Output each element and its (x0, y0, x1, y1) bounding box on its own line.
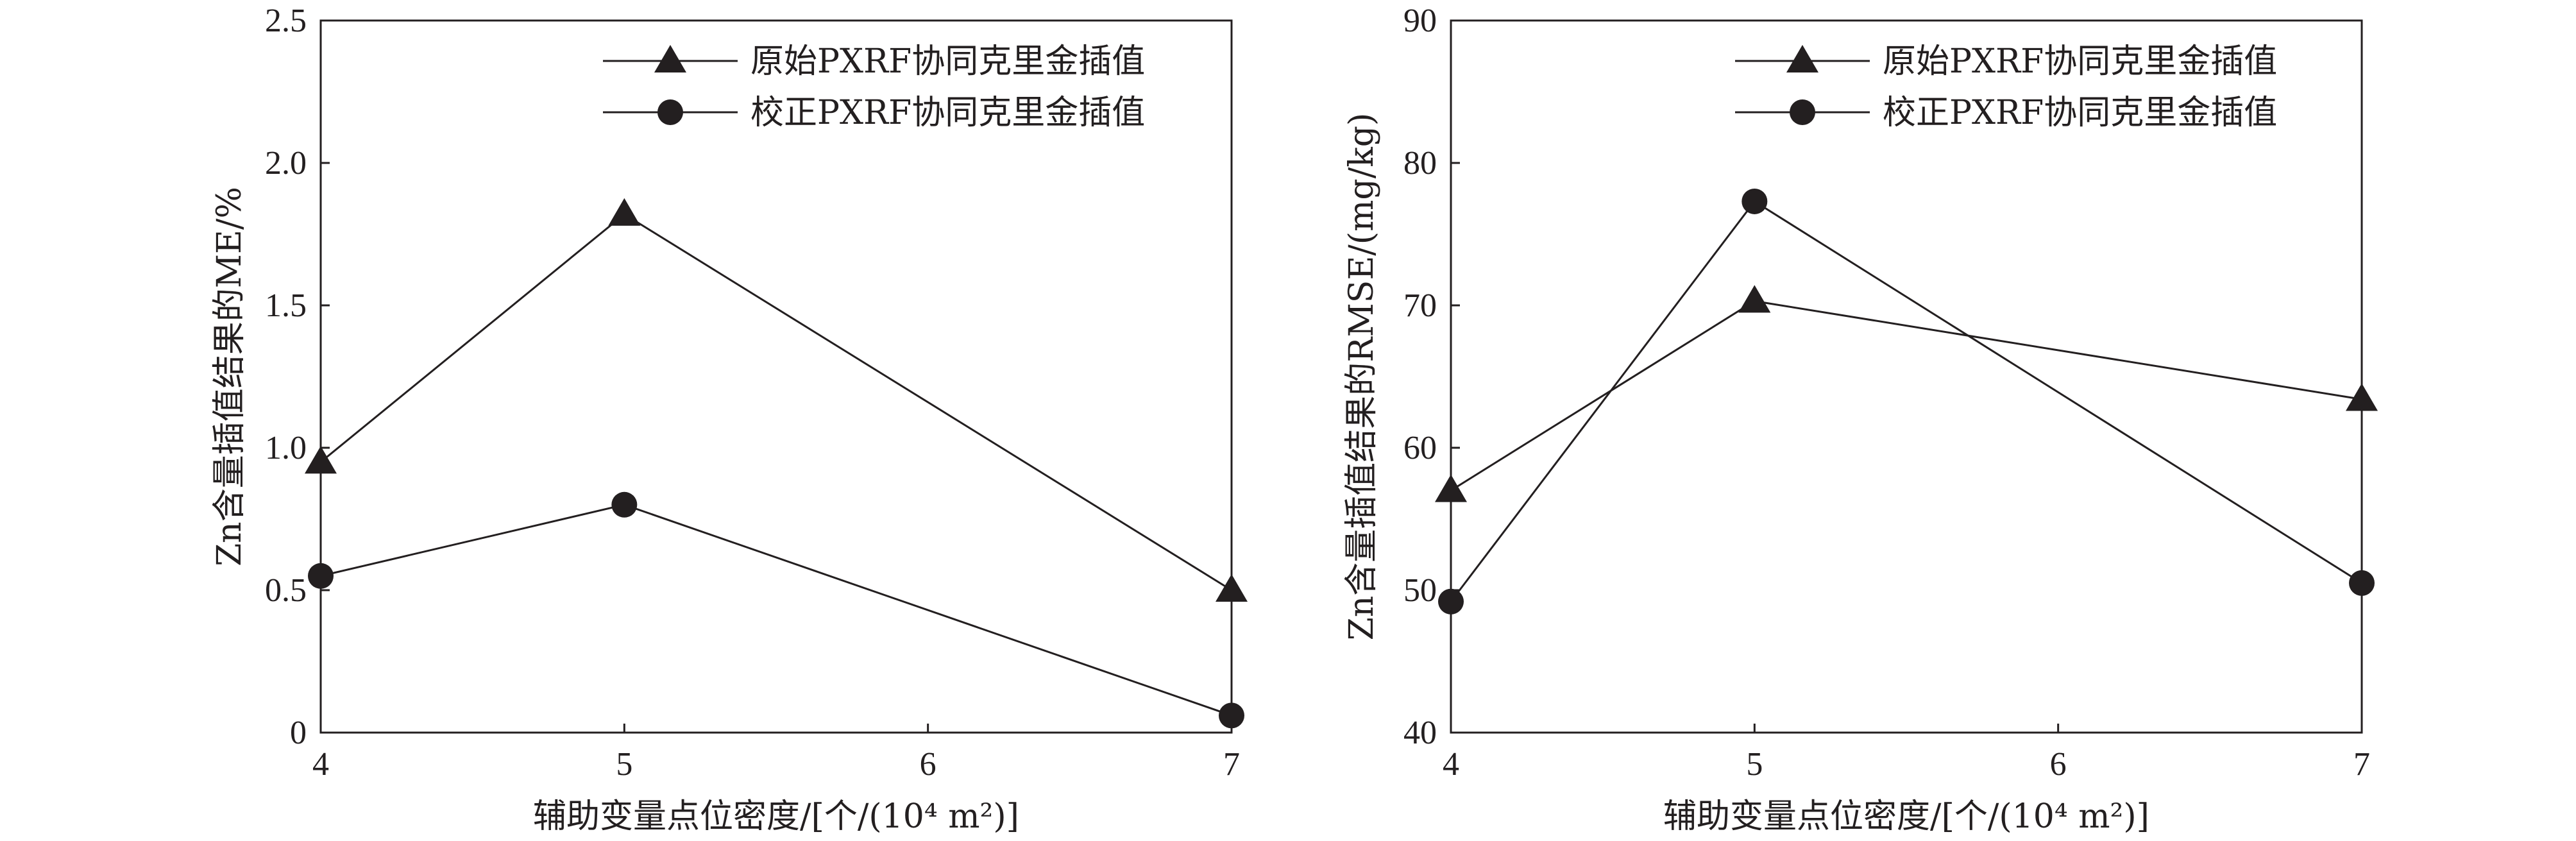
legend-label: 原始PXRF协同克里金插值 (1883, 42, 2277, 81)
y-axis-label: Zn含量插值结果的RMSE/(mg/kg) (1343, 113, 1381, 641)
y-tick-label: 40 (1403, 715, 1437, 751)
x-tick-label: 5 (1746, 746, 1763, 783)
legend-marker-triangle (654, 45, 686, 72)
y-tick-label: 1.5 (265, 287, 307, 324)
circle-marker (1741, 188, 1768, 214)
triangle-marker (1738, 285, 1771, 313)
triangle-marker (608, 198, 641, 226)
series-line-corrected (320, 504, 1232, 717)
circle-marker (1438, 588, 1464, 615)
y-tick-label: 0.5 (265, 572, 307, 609)
x-tick-label: 7 (2353, 746, 2370, 783)
x-tick-label: 4 (312, 746, 329, 783)
triangle-marker (1216, 574, 1248, 602)
plot-frame (1450, 19, 2363, 734)
circle-marker (1219, 702, 1244, 729)
y-tick-label: 70 (1403, 287, 1437, 324)
chart-rmse: 40 50 60 70 80 90 4 5 6 7 辅助变量点位密度/[个/(10⁴ m²)] Zn含… (1343, 3, 2378, 836)
x-tick-label: 7 (1223, 746, 1240, 783)
triangle-marker (1435, 474, 1467, 502)
y-tick-label: 60 (1403, 430, 1437, 466)
legend-marker-circle (1790, 99, 1815, 125)
circle-marker (308, 563, 334, 589)
y-tick-label: 1.0 (265, 430, 307, 466)
y-tick-label: 2.5 (265, 3, 307, 39)
legend-marker-circle (657, 99, 683, 125)
x-axis-label: 辅助变量点位密度/[个/(10⁴ m²)] (1663, 797, 2149, 836)
y-tick-label: 90 (1403, 3, 1437, 39)
x-tick-label: 5 (616, 746, 632, 783)
series-line-original (320, 213, 1232, 591)
y-tick-label: 50 (1403, 572, 1437, 609)
y-tick-label: 80 (1403, 145, 1437, 182)
x-axis-label: 辅助变量点位密度/[个/(10⁴ m²)] (533, 797, 1019, 836)
y-tick-label: 2.0 (265, 145, 307, 182)
circle-marker (2349, 570, 2375, 596)
triangle-marker (2346, 383, 2378, 411)
series-line-corrected (1450, 200, 2362, 602)
legend-marker-triangle (1786, 45, 1818, 72)
legend-label: 校正PXRF协同克里金插值 (1883, 94, 2277, 132)
legend-label: 原始PXRF协同克里金插值 (750, 42, 1145, 81)
legend-label: 校正PXRF协同克里金插值 (750, 94, 1145, 132)
triangle-marker (305, 446, 337, 474)
circle-marker (611, 491, 638, 518)
x-tick-label: 4 (1443, 746, 1459, 783)
x-tick-label: 6 (2050, 746, 2067, 783)
chart-me: 0 0.5 1.0 1.5 2.0 2.5 4 5 6 7 辅助变量点位密度/[个/(10⁴ m²)… (210, 3, 1248, 836)
y-tick-label: 0 (290, 715, 307, 751)
y-axis-label: Zn含量插值结果的ME/% (210, 187, 249, 566)
x-tick-label: 6 (920, 746, 936, 783)
plot-frame (319, 19, 1233, 734)
series-line-original (1450, 300, 2362, 491)
